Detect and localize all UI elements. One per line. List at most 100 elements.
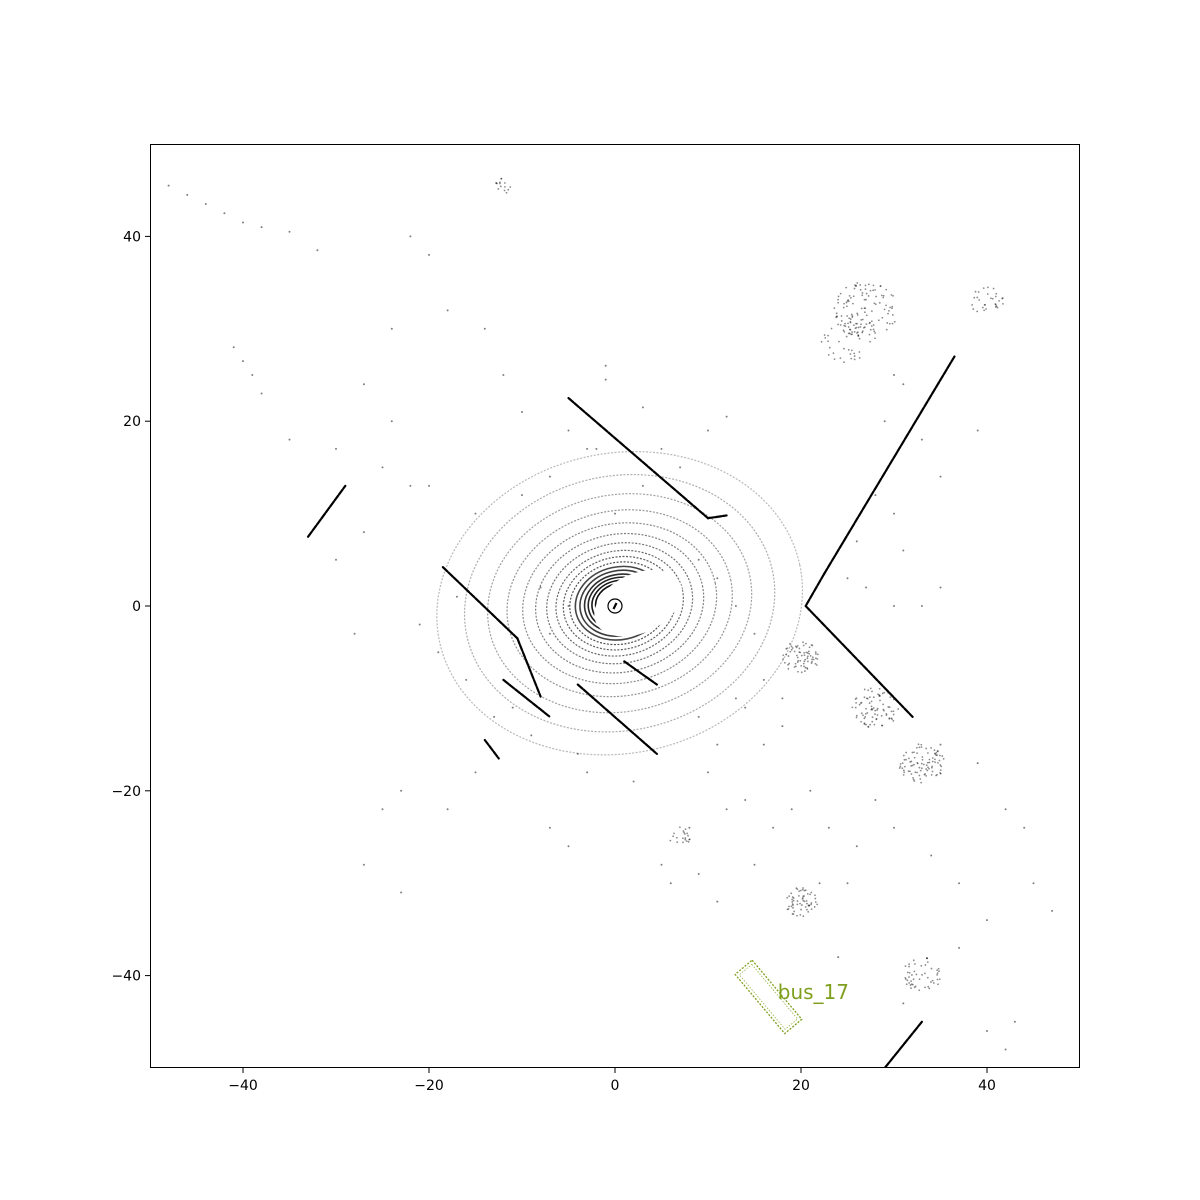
lidar-point xyxy=(859,702,862,705)
lidar-point xyxy=(1023,826,1026,829)
lidar-point xyxy=(803,654,806,657)
lidar-point xyxy=(870,325,873,327)
lidar-point xyxy=(804,889,807,892)
lidar-point xyxy=(906,979,909,982)
lidar-point xyxy=(836,315,838,318)
lidar-point xyxy=(794,645,797,648)
lidar-point xyxy=(926,752,929,754)
lidar-point xyxy=(889,306,892,309)
lidar-point xyxy=(874,709,877,712)
lidar-point xyxy=(1001,297,1004,300)
lidar-point xyxy=(976,310,979,313)
lidar-point xyxy=(891,305,894,308)
lidar-point xyxy=(849,318,852,320)
lidar-point xyxy=(697,872,700,875)
lidar-point xyxy=(846,300,849,302)
lidar-point xyxy=(984,303,986,306)
lidar-ring xyxy=(522,522,718,685)
lidar-point xyxy=(856,331,859,334)
lidar-point xyxy=(868,696,871,699)
lidar-point xyxy=(814,894,816,897)
lidar-point xyxy=(920,605,923,607)
lidar-point xyxy=(847,300,850,303)
lidar-ring xyxy=(463,473,776,733)
lidar-point xyxy=(891,322,894,325)
lidar-point xyxy=(814,897,817,900)
lidar-point xyxy=(804,658,807,661)
lidar-point xyxy=(804,642,807,645)
lidar-point xyxy=(521,410,523,413)
lidar-point xyxy=(978,299,981,301)
lidar-ring xyxy=(487,493,753,714)
lidar-point xyxy=(782,658,785,660)
lidar-point xyxy=(897,708,900,710)
lidar-point xyxy=(915,973,918,976)
lidar-point xyxy=(861,294,864,297)
lidar-point xyxy=(887,312,889,315)
lidar-point xyxy=(806,892,809,895)
lidar-point xyxy=(716,743,719,746)
lidar-point xyxy=(816,653,819,656)
lidar-point xyxy=(995,305,998,308)
lidar-point xyxy=(920,438,923,441)
lidar-point xyxy=(885,328,888,331)
lidar-point xyxy=(870,707,873,710)
lidar-point xyxy=(806,902,808,905)
lidar-point xyxy=(683,833,686,835)
lidar-point xyxy=(888,717,891,720)
lidar-point xyxy=(806,667,808,669)
lidar-point xyxy=(803,900,806,903)
lidar-point xyxy=(863,717,866,720)
lidar-point xyxy=(864,284,867,287)
lidar-point xyxy=(809,789,812,792)
lidar-point xyxy=(976,429,979,432)
lidar-point xyxy=(802,662,805,665)
lidar-point xyxy=(335,447,337,450)
wall-segment xyxy=(804,572,826,608)
lidar-point xyxy=(804,666,807,669)
lidar-point xyxy=(865,292,868,295)
lidar-point xyxy=(958,946,961,949)
lidar-point xyxy=(879,699,881,702)
lidar-point xyxy=(892,719,895,722)
wall-segment xyxy=(441,566,519,640)
lidar-point xyxy=(800,654,803,657)
lidar-point xyxy=(865,298,867,301)
lidar-point xyxy=(872,289,875,292)
lidar-point xyxy=(874,288,876,291)
lidar-point xyxy=(883,308,886,311)
lidar-point xyxy=(858,703,861,706)
lidar-point xyxy=(893,512,895,515)
lidar-point xyxy=(883,420,886,423)
lidar-point xyxy=(930,967,933,970)
lidar-point xyxy=(502,374,505,376)
lidar-point xyxy=(913,756,916,759)
lidar-point xyxy=(837,323,840,326)
lidar-point xyxy=(853,324,855,327)
y-tick-label: −40 xyxy=(111,969,141,985)
lidar-point xyxy=(986,293,989,295)
lidar-point xyxy=(548,632,551,635)
lidar-point xyxy=(874,799,877,802)
lidar-point xyxy=(682,841,684,844)
lidar-point xyxy=(936,773,938,776)
lidar-point xyxy=(936,750,939,752)
lidar-point xyxy=(910,773,913,775)
lidar-point xyxy=(853,287,856,290)
lidar-point xyxy=(783,661,786,664)
lidar-point xyxy=(982,287,985,290)
lidar-point xyxy=(400,891,403,894)
lidar-point xyxy=(716,577,719,580)
lidar-point xyxy=(976,296,979,299)
lidar-point xyxy=(843,324,846,327)
point-cluster xyxy=(851,687,900,728)
lidar-point xyxy=(837,298,840,301)
lidar-point xyxy=(802,644,805,647)
lidar-point xyxy=(684,828,687,831)
lidar-point xyxy=(845,286,848,289)
lidar-point xyxy=(921,758,924,761)
lidar-point xyxy=(797,659,800,662)
lidar-point xyxy=(872,707,875,709)
lidar-point xyxy=(828,346,831,349)
lidar-point xyxy=(939,772,942,775)
